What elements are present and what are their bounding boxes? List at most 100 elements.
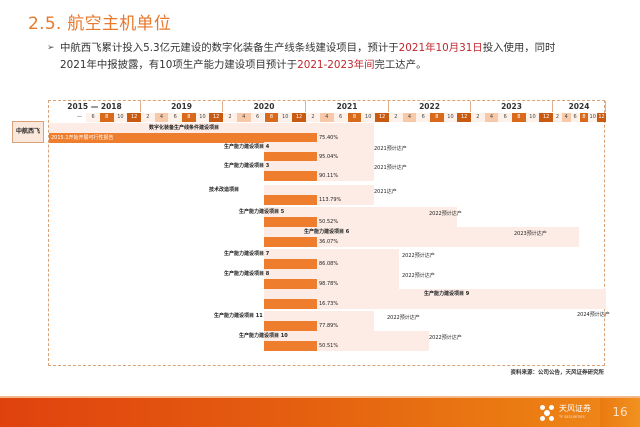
company-label: 中航西飞: [12, 121, 44, 143]
company-logo: 天风证券 TF SECURITIES: [540, 404, 591, 422]
month-tick: 4: [154, 113, 169, 122]
task-label: 生产能力建设项目 10: [239, 333, 288, 339]
month-tick: 8: [430, 113, 444, 122]
task-label: 生产能力建设项目 4: [224, 144, 270, 150]
task-progress-bar: [264, 152, 317, 162]
bullet-highlight-2: 2021-2023年间: [297, 59, 375, 71]
task-progress-pct: 90.11%: [319, 173, 339, 179]
task-target-note: 2021预计达产: [374, 165, 407, 171]
month-tick: 6: [416, 113, 430, 122]
task-label: 生产能力建设项目 6: [304, 229, 350, 235]
month-tick: 2: [553, 113, 562, 122]
bullet-text-1: 中航西飞累计投入5.3亿元建设的数字化装备生产线条线建设项目，预计于: [60, 42, 399, 54]
year-header-cell: 2024: [553, 101, 606, 112]
page-number: 16: [600, 398, 640, 427]
month-tick: 6: [86, 113, 100, 122]
month-tick: 6: [570, 113, 580, 122]
task-label: 生产能力建设项目 5: [239, 209, 285, 215]
month-tick: 10: [443, 113, 458, 122]
month-tick: 10: [361, 113, 376, 122]
page-title: 2.5. 航空主机单位: [28, 14, 172, 34]
task-progress-pct: 113.79%: [319, 197, 342, 203]
month-tick: 2: [389, 113, 403, 122]
month-tick: —: [72, 113, 87, 122]
month-tick: 4: [484, 113, 499, 122]
month-tick: 10: [278, 113, 293, 122]
task-target-note: 2021预计达产: [374, 146, 407, 152]
year-header-row: 2015 — 2018 2019 2020 2021 2022 2023 2024: [49, 101, 606, 112]
task-label: 数字化装备生产线条件建设项目: [149, 125, 220, 131]
summary-bullet: ➢ 中航西飞累计投入5.3亿元建设的数字化装备生产线条线建设项目，预计于2021…: [47, 40, 580, 74]
task-target-note: 2024预计达产: [577, 312, 610, 318]
task-target-note: 2022预计达产: [402, 273, 435, 279]
task-progress-pct: 50.52%: [319, 219, 339, 225]
task-target-note: 2022预计达产: [429, 335, 462, 341]
month-tick: 10: [588, 113, 598, 122]
task-progress-pct: 86.08%: [319, 261, 339, 267]
logo-subtext: TF SECURITIES: [559, 415, 585, 419]
bullet-text-3: 完工达产。: [374, 59, 427, 71]
month-tick: 12: [597, 113, 606, 122]
month-tick: 2: [471, 113, 485, 122]
task-progress-pct: 98.78%: [319, 281, 339, 287]
task-label: 生产能力建设项目 11: [214, 313, 263, 319]
footer-bar: [0, 398, 640, 427]
month-tick: 8: [347, 113, 362, 122]
task-progress-bar: [264, 217, 317, 227]
month-tick: 6: [333, 113, 348, 122]
month-tick: 4: [319, 113, 334, 122]
month-tick: 12: [539, 113, 553, 122]
month-tick: 10: [525, 113, 540, 122]
task-target-note: 2022预计达产: [387, 315, 420, 321]
task-progress-bar: [264, 259, 317, 269]
year-header-cell: 2022: [389, 101, 471, 112]
month-tick: 12: [209, 113, 223, 122]
month-tick: 4: [236, 113, 251, 122]
task-target-note: 2022预计达产: [402, 253, 435, 259]
gantt-chart: 2015 — 2018 2019 2020 2021 2022 2023 2024 —6 8 1…: [48, 100, 610, 366]
month-tick: 10: [113, 113, 128, 122]
task-target-note: 2023预计达产: [514, 231, 547, 237]
month-tick: 10: [195, 113, 210, 122]
task-progress-bar: [264, 171, 317, 181]
month-tick: 8: [579, 113, 589, 122]
bullet-highlight-1: 2021年10月31日: [398, 42, 483, 54]
task-progress-pct: 36.07%: [319, 239, 339, 245]
year-header-cell: 2023: [471, 101, 553, 112]
year-header-cell: 2020: [223, 101, 306, 112]
task-progress-pct: 77.89%: [319, 323, 339, 329]
task-band: [264, 289, 606, 309]
month-tick: 8: [512, 113, 526, 122]
month-tick: 2: [306, 113, 320, 122]
task-progress-pct: 75.40%: [319, 135, 339, 141]
month-tick: 8: [264, 113, 279, 122]
source-note: 资料来源：公司公告，天风证券研究所: [510, 370, 604, 376]
task-band: [264, 227, 579, 247]
bullet-text-2: 投入使用，同时2021年中报披露，有10项生产能力建设项目预计于: [60, 42, 556, 71]
year-header-cell: 2021: [306, 101, 389, 112]
task-label: 技术改造项目: [209, 187, 240, 193]
year-header-cell: 2019: [141, 101, 223, 112]
task-label: 生产能力建设项目 7: [224, 251, 270, 257]
task-start-note: 2015.1开始开展可行性报告: [51, 135, 114, 141]
month-tick: 6: [168, 113, 182, 122]
month-header-row: —6 8 10 12 2 4 6 8 10 12 2 4 6 8 10 12 2 4 6 8 10 12 2 4 6 8 10 12 2…: [49, 113, 606, 122]
month-tick: 8: [99, 113, 114, 122]
logo-text: 天风证券: [559, 404, 591, 413]
task-label: 生产能力建设项目 3: [224, 163, 270, 169]
task-progress-pct: 95.04%: [319, 154, 339, 160]
month-tick: 2: [141, 113, 155, 122]
month-tick: 12: [127, 113, 141, 122]
task-progress-pct: 16.73%: [319, 301, 339, 307]
month-tick: 4: [561, 113, 571, 122]
task-target-note: 2022预计达产: [429, 211, 462, 217]
month-tick: 6: [250, 113, 265, 122]
year-header-cell: 2015 — 2018: [49, 101, 141, 112]
task-progress-bar: [264, 279, 317, 289]
month-tick: 2: [223, 113, 237, 122]
month-tick: 8: [182, 113, 196, 122]
logo-flower-icon: [540, 405, 556, 421]
task-progress-bar: [49, 133, 317, 143]
task-progress-bar: [264, 299, 317, 309]
task-target-note: 2021达产: [374, 189, 397, 195]
